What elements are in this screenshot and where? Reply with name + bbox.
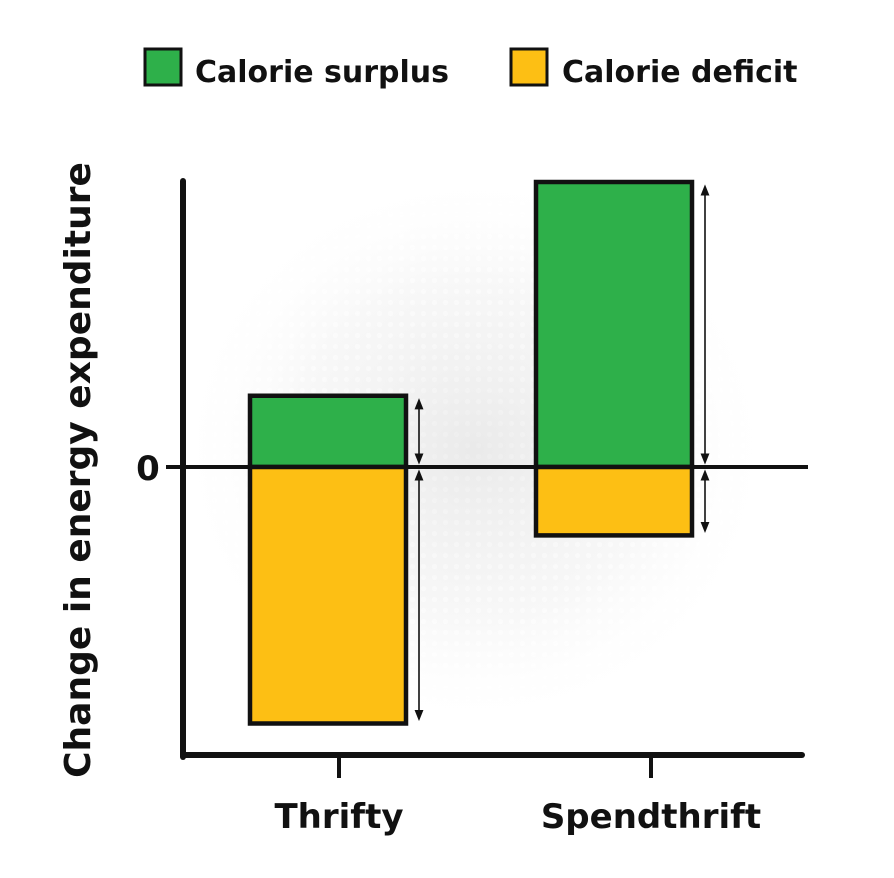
axes xyxy=(166,178,808,760)
legend-item-deficit: Calorie deficit xyxy=(509,47,798,90)
x-ticks: Thrifty Spendthrift xyxy=(274,755,761,837)
x-tick-label-spendthrift: Spendthrift xyxy=(541,797,761,837)
bar-thrifty-surplus xyxy=(247,393,409,470)
legend: Calorie surplus Calorie deficit xyxy=(143,47,798,90)
legend-label-surplus: Calorie surplus xyxy=(195,55,449,90)
legend-item-surplus: Calorie surplus xyxy=(143,47,449,90)
bar-spendthrift-deficit xyxy=(533,464,695,538)
legend-swatch-deficit xyxy=(509,47,549,87)
bar-spendthrift-surplus xyxy=(533,179,695,470)
arrows-group xyxy=(414,184,710,722)
bar-thrifty-deficit xyxy=(247,464,409,726)
legend-label-deficit: Calorie deficit xyxy=(562,55,798,90)
legend-swatch-surplus xyxy=(143,47,183,87)
y-tick-label-zero: 0 xyxy=(136,449,160,489)
x-tick-label-thrifty: Thrifty xyxy=(274,797,403,837)
y-axis-title: Change in energy expenditure xyxy=(58,162,99,778)
